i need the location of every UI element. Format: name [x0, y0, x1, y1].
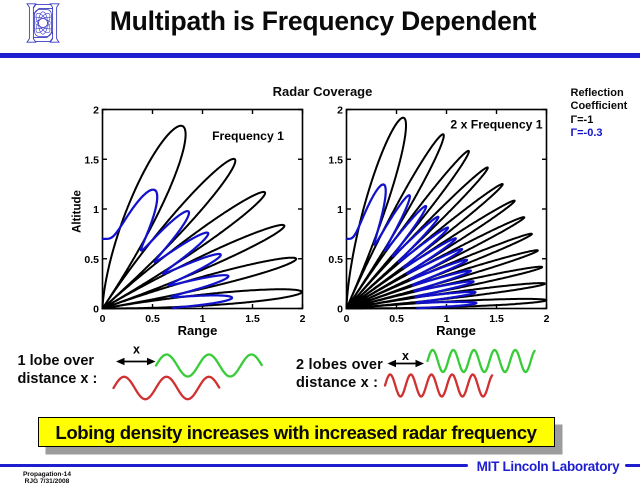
coverage-curve-gamma--1: [345, 116, 548, 310]
plot-box: [345, 108, 548, 310]
rosette-ellipse: [35, 16, 51, 30]
wave-caption-left: 1 lobe over distance x :: [18, 352, 98, 388]
footer-slide-id: Propagation-14 RJG 7/31/2008: [23, 471, 71, 485]
plot-title: 2 x Frequency 1: [450, 118, 542, 132]
x-axis-label: Range: [178, 323, 218, 338]
rosette-ellipse: [35, 12, 51, 34]
legend-item-gamma-03: Γ=-0.3: [570, 126, 603, 139]
logo-center-frame: [34, 8, 52, 37]
wave-curves: [383, 348, 536, 398]
caption-line-1: 1 lobe over: [17, 353, 95, 369]
x-tick-label: 0.5: [389, 313, 404, 325]
rosette-ellipse: [35, 12, 51, 34]
arrow-head-left: [116, 357, 125, 366]
y-tick-labels: 0 0.5 1 1.5 2: [84, 105, 99, 316]
y-tick-label: 1.5: [328, 154, 343, 166]
reflected-wave-sine: [112, 375, 221, 401]
distance-x-label: x: [133, 343, 140, 357]
reflection-coefficient-legend: Reflection Coefficient Γ=-1 Γ=-0.3: [571, 87, 640, 140]
distance-x-label: x: [402, 349, 409, 363]
y-tick-label: 2: [337, 105, 343, 117]
legend-title: Reflection Coefficient: [570, 87, 628, 113]
x-tick-label: 2: [544, 313, 550, 325]
x-tick-label: 0.5: [145, 313, 160, 325]
x-tick-label: 0: [100, 313, 106, 325]
footer-rule-right: [625, 464, 640, 468]
x-axis-label: Range: [436, 323, 476, 338]
plot-series: [345, 116, 548, 310]
wave-caption-right: 2 lobes over distance x :: [296, 356, 383, 392]
rosette-ellipse: [38, 11, 48, 35]
distance-arrow: [387, 359, 424, 368]
logo-emblem-icon: [26, 3, 60, 43]
coverage-curve-gamma--0.3: [345, 183, 478, 310]
x-tick-label: 1.5: [245, 313, 260, 325]
y-tick-label: 1: [337, 204, 343, 216]
distance-arrow: [116, 357, 156, 366]
coverage-plot-frequency-1: 0 0.5 1 1.5 2 0 0.5 1 1.5 2 Frequency 1 Range Al…: [72, 105, 306, 339]
y-tick-label: 0: [93, 304, 99, 316]
logo-right-column: [49, 3, 60, 43]
conclusion-banner: Lobing density increases with increased …: [37, 417, 555, 447]
caption-line-2: distance x :: [17, 371, 98, 387]
wave-curves: [112, 353, 263, 401]
wave-annotation-left: x: [112, 343, 263, 401]
figure-heading: Radar Coverage: [272, 83, 373, 99]
y-tick-label: 0.5: [84, 254, 99, 266]
footer-date: RJG 7/31/2008: [24, 478, 70, 486]
x-tick-label: 2: [300, 313, 306, 325]
footer-organization: MIT Lincoln Laboratory: [476, 459, 620, 474]
plot-ticks: [345, 108, 548, 310]
x-tick-label: 1: [200, 313, 206, 325]
x-tick-labels: 0 0.5 1 1.5 2: [344, 313, 550, 325]
plot-series: [101, 124, 303, 310]
coverage-curve-gamma--0.3: [101, 188, 234, 310]
arrow-head-right: [147, 357, 156, 366]
y-tick-label: 0.5: [328, 254, 343, 266]
rosette-ellipse: [35, 16, 51, 30]
x-tick-label: 1: [444, 313, 450, 325]
y-tick-labels: 0 0.5 1 1.5 2: [328, 105, 343, 316]
footer-doc-id: Propagation-14: [23, 471, 71, 479]
arrow-head-right: [415, 359, 424, 368]
x-tick-label: 1.5: [489, 313, 504, 325]
slide-title: Multipath is Frequency Dependent: [109, 5, 537, 36]
x-tick-label: 0: [344, 313, 350, 325]
wave-annotation-right: x: [383, 348, 536, 398]
logo-left-column: [26, 3, 37, 43]
y-tick-label: 1.5: [84, 154, 99, 166]
mit-lincoln-laboratory-logo: [23, 3, 63, 43]
y-tick-label: 0: [337, 304, 343, 316]
direct-wave-sine: [426, 348, 536, 374]
x-tick-labels: 0 0.5 1 1.5 2: [100, 313, 306, 325]
footer-rule-left: [0, 464, 468, 468]
caption-line-2: distance x :: [296, 374, 379, 391]
title-rule: [0, 53, 640, 58]
logo-rosette: [35, 11, 51, 35]
y-axis-label: Altitude: [72, 190, 84, 233]
caption-line-1: 2 lobes over: [296, 356, 384, 373]
arrow-head-left: [387, 359, 396, 368]
y-tick-label: 1: [93, 204, 99, 216]
coverage-plot-2x-frequency-1: 0 0.5 1 1.5 2 0 0.5 1 1.5 2 2 x Frequency 1 Rang…: [328, 105, 549, 339]
legend-item-gamma-1: Γ=-1: [570, 113, 594, 126]
direct-wave-sine: [154, 353, 263, 378]
reflected-wave-sine: [383, 373, 494, 398]
y-tick-label: 2: [93, 105, 99, 117]
plot-title: Frequency 1: [212, 129, 284, 143]
coverage-curve-gamma--1: [101, 124, 303, 310]
